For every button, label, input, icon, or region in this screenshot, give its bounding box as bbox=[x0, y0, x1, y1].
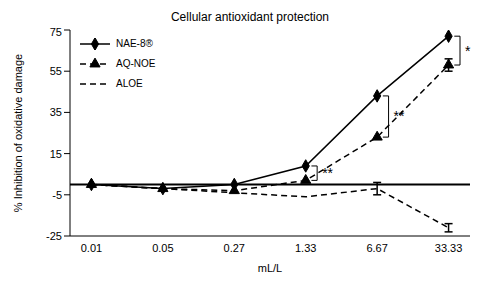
svg-text:**: ** bbox=[394, 108, 405, 124]
svg-text:-5: -5 bbox=[52, 189, 62, 201]
svg-text:-25: -25 bbox=[46, 230, 62, 242]
svg-text:0.01: 0.01 bbox=[81, 242, 102, 254]
svg-text:75: 75 bbox=[50, 26, 62, 38]
svg-text:% Inhibition of oxidative dama: % Inhibition of oxidative damage bbox=[12, 54, 24, 212]
svg-text:*: * bbox=[465, 43, 471, 59]
svg-text:0.05: 0.05 bbox=[152, 242, 173, 254]
html-text:Cellular antioxidant protectio: Cellular antioxidant protection bbox=[171, 10, 329, 24]
svg-text:1.33: 1.33 bbox=[295, 242, 316, 254]
html-text:ALOE: ALOE bbox=[116, 78, 143, 89]
html-text:AQ-NOE: AQ-NOE bbox=[116, 58, 156, 69]
svg-text:35: 35 bbox=[50, 106, 62, 118]
svg-text:33.33: 33.33 bbox=[435, 242, 463, 254]
svg-text:0.27: 0.27 bbox=[224, 242, 245, 254]
svg-text:6.67: 6.67 bbox=[366, 242, 387, 254]
svg-text:15: 15 bbox=[50, 148, 62, 160]
svg-text:mL/L: mL/L bbox=[258, 262, 282, 274]
svg-text:55: 55 bbox=[50, 65, 62, 77]
svg-text:**: ** bbox=[322, 165, 333, 181]
html-text:NAE-8®: NAE-8® bbox=[116, 38, 153, 49]
